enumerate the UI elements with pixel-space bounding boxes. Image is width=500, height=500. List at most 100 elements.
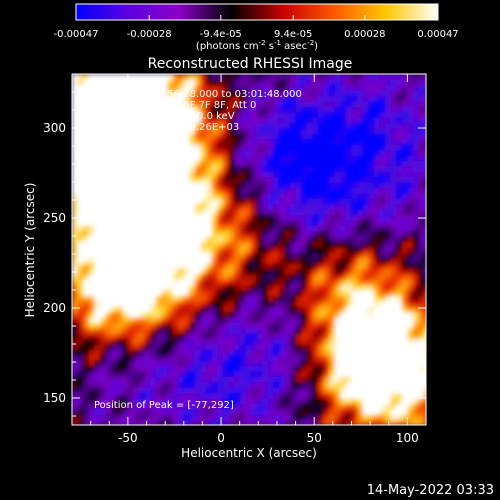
heatmap-cell [396,176,403,183]
heatmap-cell [99,354,107,361]
heatmap-cell [267,344,274,350]
heatmap-cell [295,279,302,286]
heatmap-cell [407,165,414,172]
heatmap-cell [105,182,112,188]
heatmap-cell [390,230,397,237]
heatmap-cell [334,187,341,194]
heatmap-cell [262,128,269,134]
heatmap-cell [234,408,241,415]
heatmap-cell [278,300,285,307]
heatmap-cell [94,74,101,80]
heatmap-cell [206,317,213,323]
heatmap-cell [323,203,330,210]
heatmap-cell [317,176,325,183]
heatmap-cell [278,187,285,194]
heatmap-cell [183,225,190,232]
heatmap-cell [312,214,319,221]
heatmap-cell [211,403,218,410]
heatmap-cell [172,79,179,86]
heatmap-cell [72,311,79,318]
heatmap-cell [211,122,218,129]
heatmap-cell [234,138,241,145]
heatmap-cell [122,284,129,291]
heatmap-cell [77,79,84,86]
heatmap-cell [189,79,196,86]
heatmap-cell [228,155,235,161]
heatmap-cell [401,192,408,199]
x-tick-label: -50 [118,431,138,445]
heatmap-cell [262,144,269,151]
heatmap-cell [407,219,414,226]
heatmap-cell [94,290,101,296]
heatmap-cell [150,117,157,124]
heatmap-cell [262,338,269,345]
heatmap-cell [379,408,386,415]
heatmap-cell [295,101,302,107]
heatmap-cell [345,246,353,253]
heatmap-cell [301,192,308,199]
heatmap-cell [99,376,107,383]
heatmap-cell [373,252,381,259]
heatmap-cell [72,165,79,172]
heatmap-cell [217,273,224,280]
heatmap-cell [273,241,280,248]
heatmap-cell [362,122,369,129]
heatmap-cell [306,327,313,334]
heatmap-cell [167,95,174,102]
heatmap-cell [267,398,274,404]
heatmap-cell [122,111,129,118]
heatmap-cell [245,376,252,383]
heatmap-cell [351,203,358,210]
heatmap-cell [407,246,414,253]
heatmap-cell [412,349,420,356]
heatmap-cell [418,311,425,318]
heatmap-cell [127,122,135,129]
heatmap-cell [407,198,414,205]
heatmap-cell [189,176,196,183]
heatmap-cell [77,246,84,253]
heatmap-cell [418,117,425,124]
heatmap-cell [385,225,392,232]
heatmap-cell [407,403,414,410]
heatmap-cell [234,322,241,329]
heatmap-cell [278,273,285,280]
heatmap-cell [139,79,146,86]
heatmap-cell [94,90,101,97]
heatmap-cell [245,74,252,80]
heatmap-cell [329,349,336,356]
heatmap-cell [379,74,386,80]
heatmap-cell [317,311,325,318]
heatmap-cell [111,398,118,404]
heatmap-cell [217,160,224,167]
heatmap-cell [357,376,364,383]
heatmap-cell [396,300,403,307]
heatmap-cell [211,209,218,215]
heatmap-cell [323,252,330,259]
heatmap-cell [127,219,135,226]
heatmap-cell [183,74,190,80]
heatmap-cell [105,111,112,118]
heatmap-cell [334,138,341,145]
heatmap-cell [133,165,140,172]
heatmap-cell [189,84,196,91]
heatmap-cell [200,198,207,205]
heatmap-cell [222,414,230,421]
heatmap-cell [94,387,101,394]
heatmap-cell [396,122,403,129]
heatmap-cell [167,317,174,323]
heatmap-cell [194,165,202,172]
heatmap-cell [306,225,313,232]
heatmap-cell [155,84,163,91]
heatmap-cell [373,387,381,394]
heatmap-cell [390,306,397,313]
heatmap-cell [99,263,107,269]
heatmap-cell [396,398,403,404]
heatmap-cell [172,381,179,388]
heatmap-cell [334,246,341,253]
heatmap-cell [250,209,258,215]
heatmap-cell [407,84,414,91]
heatmap-cell [351,155,358,161]
heatmap-cell [306,371,313,377]
heatmap-cell [206,74,213,80]
heatmap-cell [289,128,297,134]
